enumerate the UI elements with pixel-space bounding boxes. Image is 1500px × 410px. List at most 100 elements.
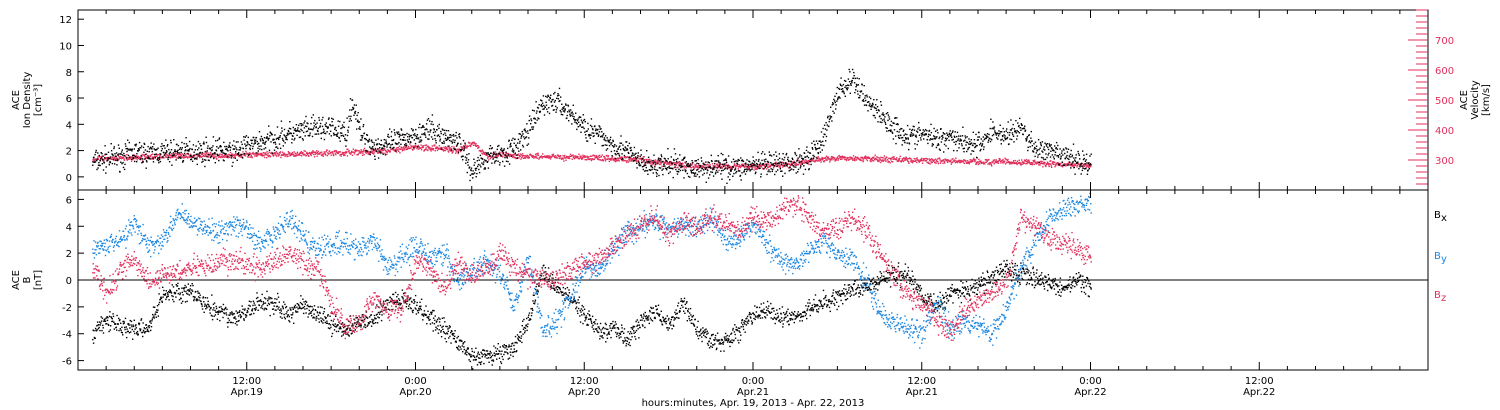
- density-point: [205, 136, 207, 138]
- density-point: [191, 160, 194, 162]
- density-point: [527, 143, 530, 145]
- velocity-point: [1034, 161, 1036, 163]
- density-point: [241, 143, 243, 146]
- density-point: [180, 151, 182, 154]
- density-point: [873, 99, 875, 101]
- density-point: [531, 109, 534, 111]
- density-point: [937, 143, 939, 145]
- velocity-point: [931, 158, 933, 160]
- density-point: [237, 141, 239, 143]
- velocity-point: [823, 157, 826, 159]
- density-point: [318, 117, 320, 119]
- velocity-point: [830, 155, 833, 158]
- density-point: [97, 152, 99, 154]
- density-point: [506, 156, 508, 158]
- density-point: [874, 117, 876, 119]
- velocity-point: [395, 151, 398, 153]
- density-point: [1035, 145, 1038, 147]
- density-point: [530, 119, 533, 122]
- velocity-point: [220, 156, 222, 159]
- velocity-point: [1024, 159, 1027, 161]
- density-point: [859, 95, 861, 97]
- density-point: [654, 161, 656, 163]
- velocity-point: [336, 152, 338, 154]
- velocity-point: [803, 162, 805, 164]
- velocity-point: [951, 158, 953, 160]
- density-point: [483, 168, 485, 170]
- velocity-point: [287, 155, 289, 157]
- density-point: [1037, 156, 1039, 158]
- velocity-point: [492, 152, 494, 155]
- velocity-point: [1069, 164, 1071, 166]
- velocity-point: [318, 153, 321, 155]
- density-point: [1006, 128, 1008, 130]
- density-point: [374, 158, 376, 160]
- density-point: [565, 103, 567, 105]
- velocity-point: [697, 165, 699, 167]
- density-point: [319, 125, 321, 127]
- velocity-point: [821, 157, 823, 160]
- velocity-point: [160, 156, 163, 158]
- density-point: [652, 172, 654, 174]
- velocity-point: [1002, 160, 1005, 162]
- density-point: [344, 137, 346, 140]
- density-point: [1002, 127, 1004, 130]
- density-point: [356, 128, 358, 130]
- density-point: [420, 127, 422, 129]
- density-point: [792, 165, 794, 167]
- density-point: [858, 78, 860, 80]
- velocity-point: [304, 154, 306, 156]
- velocity-point: [362, 150, 364, 153]
- density-point: [554, 99, 556, 102]
- density-point: [749, 161, 751, 163]
- density-point: [158, 158, 161, 160]
- velocity-point: [823, 161, 825, 163]
- density-point: [1006, 136, 1009, 139]
- velocity-point: [333, 150, 335, 153]
- density-point: [107, 151, 110, 153]
- density-point: [921, 133, 924, 136]
- velocity-point: [472, 142, 474, 144]
- density-point: [332, 124, 334, 127]
- density-point: [1028, 134, 1030, 136]
- density-point: [757, 160, 760, 162]
- density-point: [853, 71, 855, 74]
- velocity-point: [840, 156, 843, 158]
- velocity-point: [156, 154, 158, 156]
- density-point: [1046, 156, 1048, 159]
- density-point: [568, 111, 571, 113]
- density-point: [484, 168, 487, 170]
- density-point: [845, 80, 847, 82]
- density-point: [516, 154, 518, 156]
- velocity-point: [790, 164, 792, 166]
- velocity-point: [452, 151, 454, 153]
- density-point: [371, 147, 373, 149]
- density-point: [130, 158, 133, 160]
- density-point: [119, 171, 121, 173]
- velocity-point: [574, 157, 576, 159]
- velocity-point: [921, 162, 924, 164]
- velocity-point: [626, 161, 628, 163]
- density-point: [965, 141, 967, 143]
- velocity-point: [973, 157, 975, 159]
- velocity-point: [246, 156, 249, 158]
- velocity-point: [640, 158, 642, 161]
- velocity-point: [679, 162, 682, 164]
- velocity-point: [728, 165, 731, 167]
- velocity-point: [435, 147, 437, 150]
- velocity-point: [213, 155, 215, 157]
- density-point: [482, 163, 485, 165]
- density-point: [614, 144, 616, 146]
- density-point: [601, 145, 603, 147]
- velocity-point: [852, 155, 855, 157]
- velocity-point: [681, 164, 683, 166]
- velocity-point: [518, 154, 521, 157]
- density-point: [125, 145, 127, 147]
- velocity-point: [307, 154, 309, 157]
- velocity-point: [744, 163, 746, 166]
- density-point: [579, 125, 581, 127]
- density-point: [576, 120, 579, 122]
- velocity-point: [468, 142, 471, 144]
- velocity-point: [617, 158, 619, 160]
- density-point: [984, 133, 986, 136]
